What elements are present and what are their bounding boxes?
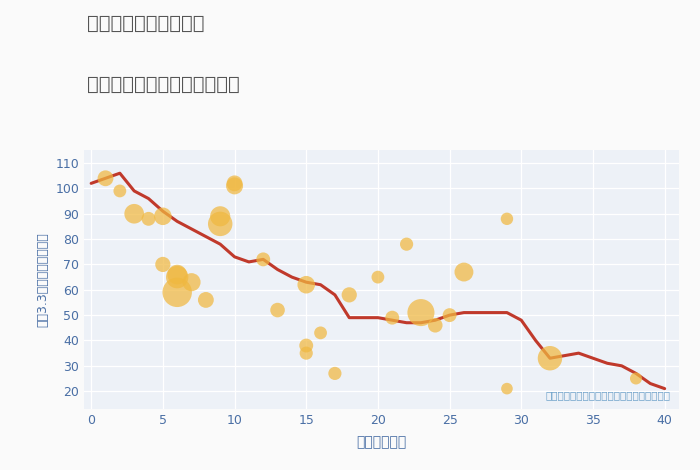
Text: 三重県四日市市山手町: 三重県四日市市山手町	[88, 14, 205, 33]
Point	[430, 321, 441, 329]
Point	[545, 354, 556, 362]
Text: 円の大きさは、取引のあった物件面積を示す: 円の大きさは、取引のあった物件面積を示す	[546, 391, 671, 400]
Point	[501, 215, 512, 223]
Point	[200, 296, 211, 304]
Point	[401, 241, 412, 248]
Point	[444, 311, 455, 319]
Point	[501, 385, 512, 392]
Point	[215, 220, 226, 227]
Point	[315, 329, 326, 337]
Text: 築年数別中古マンション価格: 築年数別中古マンション価格	[88, 75, 240, 94]
Point	[100, 174, 111, 182]
Point	[300, 349, 312, 357]
Point	[229, 182, 240, 189]
Point	[272, 306, 284, 314]
Point	[229, 180, 240, 187]
X-axis label: 築年数（年）: 築年数（年）	[356, 435, 407, 449]
Point	[631, 375, 642, 382]
Point	[172, 271, 183, 278]
Point	[172, 289, 183, 296]
Point	[129, 210, 140, 218]
Point	[386, 314, 398, 321]
Point	[114, 187, 125, 195]
Point	[458, 268, 470, 276]
Point	[215, 212, 226, 220]
Point	[258, 256, 269, 263]
Point	[344, 291, 355, 298]
Point	[143, 215, 154, 223]
Point	[158, 261, 169, 268]
Point	[186, 278, 197, 286]
Point	[415, 309, 426, 316]
Point	[329, 370, 340, 377]
Point	[372, 274, 384, 281]
Point	[300, 281, 312, 289]
Point	[158, 212, 169, 220]
Point	[300, 342, 312, 349]
Y-axis label: 坪（3.3㎡）単価（万円）: 坪（3.3㎡）単価（万円）	[36, 232, 50, 327]
Point	[172, 274, 183, 281]
